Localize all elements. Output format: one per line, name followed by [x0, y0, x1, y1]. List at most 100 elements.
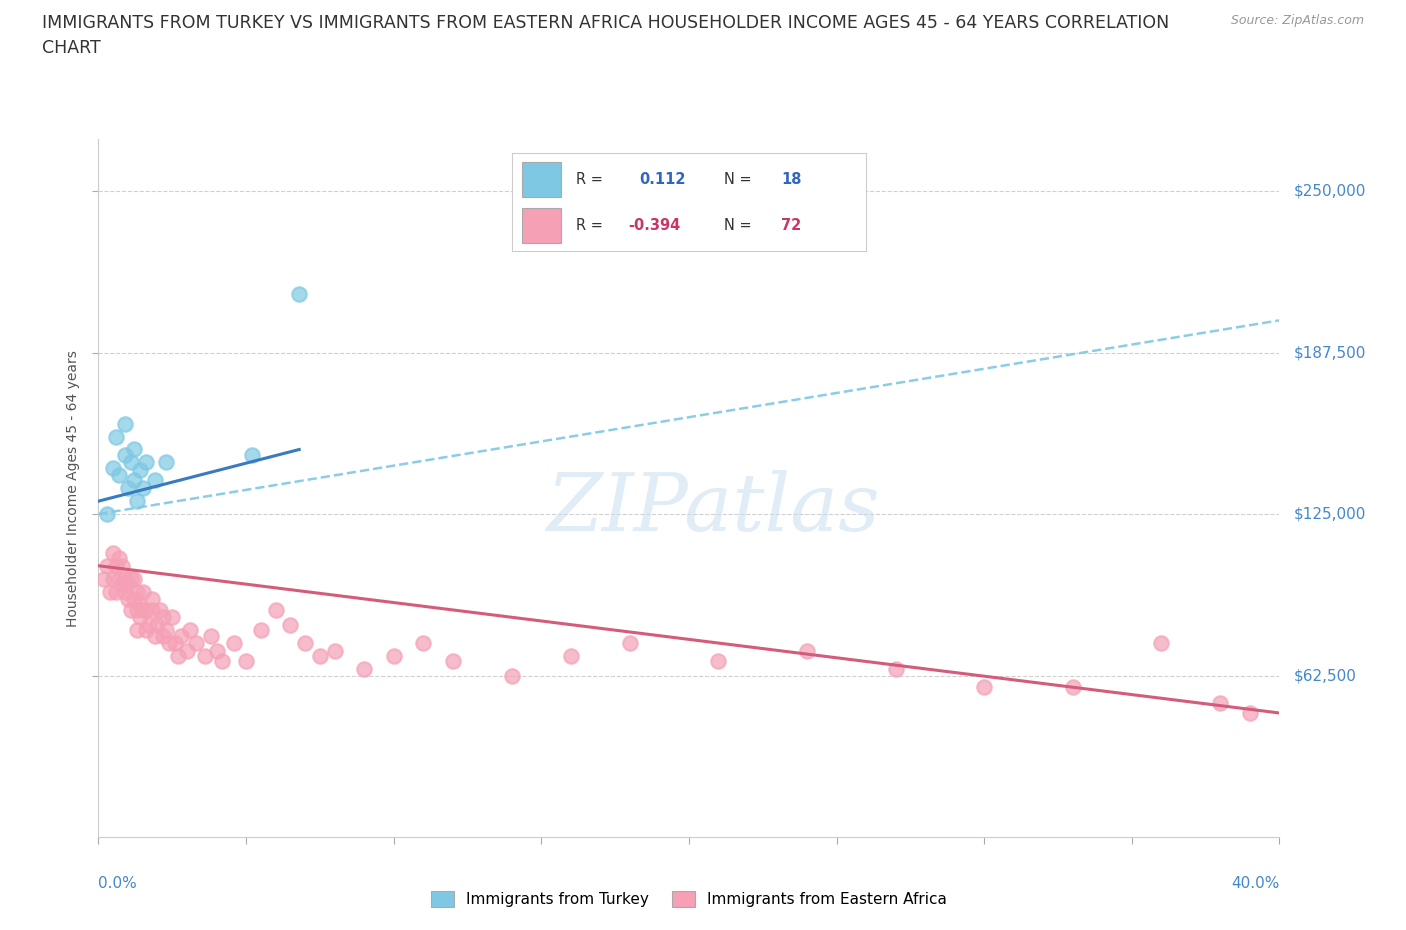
Point	[211, 654, 233, 669]
Point	[141, 603, 163, 618]
Point	[96, 507, 118, 522]
Point	[146, 618, 169, 632]
Point	[128, 463, 150, 478]
Text: Source: ZipAtlas.com: Source: ZipAtlas.com	[1230, 14, 1364, 27]
Point	[122, 442, 145, 457]
Point	[108, 551, 131, 565]
Point	[143, 628, 166, 643]
Text: 40.0%: 40.0%	[1232, 876, 1279, 891]
Point	[108, 468, 131, 483]
Point	[114, 447, 136, 462]
Point	[96, 558, 118, 573]
Point	[132, 584, 155, 599]
Point	[111, 558, 134, 573]
Point	[973, 680, 995, 695]
Point	[120, 603, 142, 618]
Point	[125, 623, 148, 638]
Point	[103, 545, 125, 560]
Point	[157, 636, 180, 651]
Point	[167, 649, 190, 664]
Text: $250,000: $250,000	[1294, 183, 1365, 199]
Point	[796, 644, 818, 658]
Point	[143, 473, 166, 488]
Point	[250, 623, 273, 638]
Point	[125, 584, 148, 599]
Point	[103, 571, 125, 586]
Point	[1150, 636, 1173, 651]
Text: $125,000: $125,000	[1294, 507, 1365, 522]
Point	[200, 628, 222, 643]
Point	[117, 577, 139, 591]
Point	[105, 558, 128, 573]
Point	[441, 654, 464, 669]
Point	[138, 618, 160, 632]
Point	[224, 636, 246, 651]
Point	[176, 644, 198, 658]
Point	[103, 460, 125, 475]
Point	[412, 636, 434, 651]
Point	[117, 591, 139, 606]
Point	[205, 644, 228, 658]
Point	[1062, 680, 1084, 695]
Point	[149, 603, 172, 618]
Point	[114, 584, 136, 599]
Point	[135, 623, 157, 638]
Point	[132, 603, 155, 618]
Point	[884, 661, 907, 676]
Point	[152, 628, 174, 643]
Point	[135, 603, 157, 618]
Point	[105, 429, 128, 444]
Point	[619, 636, 641, 651]
Point	[501, 668, 523, 683]
Point	[122, 473, 145, 488]
Point	[560, 649, 582, 664]
Text: $62,500: $62,500	[1294, 668, 1357, 683]
Point	[264, 603, 287, 618]
Point	[135, 455, 157, 470]
Point	[122, 591, 145, 606]
Point	[184, 636, 207, 651]
Point	[278, 618, 302, 632]
Point	[155, 623, 177, 638]
Point	[128, 610, 150, 625]
Point	[323, 644, 346, 658]
Point	[132, 481, 155, 496]
Point	[120, 455, 142, 470]
Point	[165, 636, 187, 651]
Point	[93, 571, 115, 586]
Point	[128, 597, 150, 612]
Point	[162, 610, 183, 625]
Point	[98, 584, 121, 599]
Y-axis label: Householder Income Ages 45 - 64 years: Householder Income Ages 45 - 64 years	[66, 350, 80, 627]
Point	[288, 287, 311, 302]
Point	[309, 649, 332, 664]
Text: 0.0%: 0.0%	[98, 876, 138, 891]
Point	[294, 636, 316, 651]
Point	[235, 654, 257, 669]
Point	[170, 628, 193, 643]
Text: CHART: CHART	[42, 39, 101, 57]
Point	[707, 654, 730, 669]
Text: IMMIGRANTS FROM TURKEY VS IMMIGRANTS FROM EASTERN AFRICA HOUSEHOLDER INCOME AGES: IMMIGRANTS FROM TURKEY VS IMMIGRANTS FRO…	[42, 14, 1170, 32]
Legend: Immigrants from Turkey, Immigrants from Eastern Africa: Immigrants from Turkey, Immigrants from …	[425, 884, 953, 913]
Point	[122, 571, 145, 586]
Point	[1239, 706, 1261, 721]
Text: $187,500: $187,500	[1294, 345, 1365, 360]
Point	[141, 591, 163, 606]
Point	[194, 649, 217, 664]
Point	[152, 610, 174, 625]
Point	[353, 661, 375, 676]
Point	[111, 577, 134, 591]
Point	[382, 649, 405, 664]
Point	[125, 494, 148, 509]
Point	[120, 571, 142, 586]
Text: ZIPatlas: ZIPatlas	[546, 471, 879, 548]
Point	[240, 447, 263, 462]
Point	[114, 417, 136, 432]
Point	[155, 455, 177, 470]
Point	[114, 571, 136, 586]
Point	[1209, 696, 1232, 711]
Point	[125, 603, 148, 618]
Point	[108, 571, 131, 586]
Point	[179, 623, 201, 638]
